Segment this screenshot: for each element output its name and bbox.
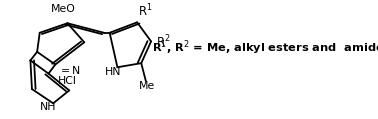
Text: NH: NH	[40, 102, 56, 112]
Text: $=$N: $=$N	[58, 64, 80, 76]
Text: R$^{1}$, R$^{2}$ = Me, alkyl esters and  amides: R$^{1}$, R$^{2}$ = Me, alkyl esters and …	[152, 38, 378, 57]
Text: HCl: HCl	[58, 76, 77, 86]
Text: R$^{1}$: R$^{1}$	[138, 3, 153, 19]
Text: Me: Me	[139, 81, 155, 91]
Text: MeO: MeO	[51, 4, 76, 14]
Text: R$^{2}$: R$^{2}$	[156, 33, 171, 50]
Text: HN: HN	[104, 67, 121, 77]
